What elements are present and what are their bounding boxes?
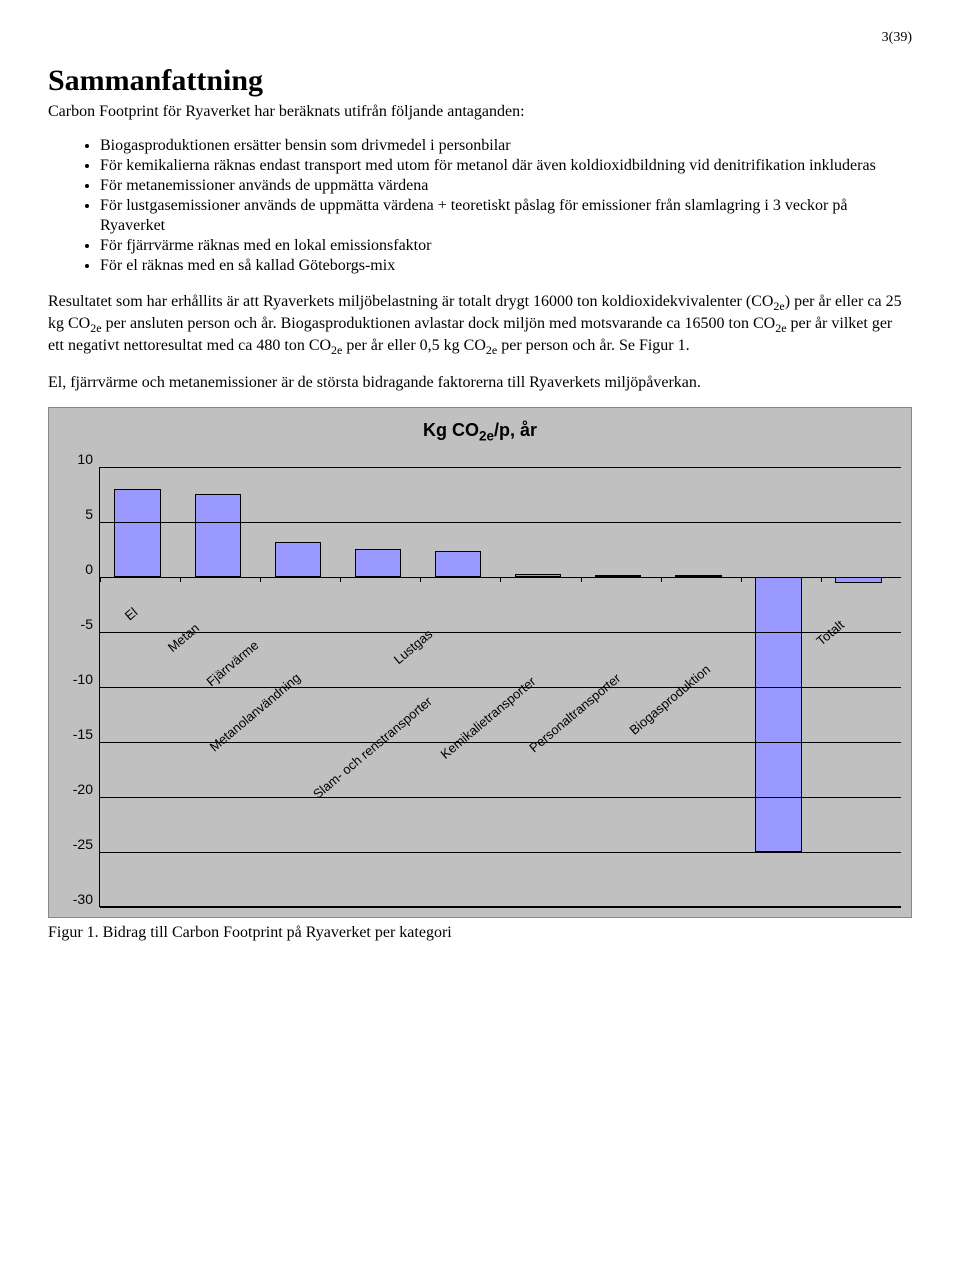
list-item: För el räknas med en så kallad Göteborgs… — [100, 256, 912, 276]
category-label: El — [122, 605, 140, 624]
grid-line — [100, 797, 901, 798]
chart-title: Kg CO2e/p, år — [59, 420, 901, 444]
result-paragraph-1: Resultatet som har erhållits är att Ryav… — [48, 292, 912, 359]
grid-line — [100, 687, 901, 688]
list-item: För metanemissioner används de uppmätta … — [100, 176, 912, 196]
bar — [275, 542, 321, 577]
chart-title-text: /p, år — [494, 420, 537, 440]
assumptions-list: Biogasproduktionen ersätter bensin som d… — [48, 136, 912, 276]
page-title: Sammanfattning — [48, 64, 912, 98]
text: per person och år. Se Figur 1. — [497, 337, 689, 354]
text: per år eller 0,5 kg CO — [342, 337, 486, 354]
plot-area: ElMetanFjärrvärmeMetanolanvändningLustga… — [99, 467, 901, 907]
list-item: För lustgasemissioner används de uppmätt… — [100, 196, 912, 236]
bar — [355, 549, 401, 578]
grid-line — [100, 852, 901, 853]
bar — [755, 577, 801, 852]
subscript: 2e — [90, 321, 101, 335]
plot-wrap: 1050-5-10-15-20-25-30 ElMetanFjärrvärmeM… — [59, 467, 901, 907]
figure-caption: Figur 1. Bidrag till Carbon Footprint på… — [48, 924, 912, 942]
subscript: 2e — [775, 321, 786, 335]
grid-line — [100, 907, 901, 908]
y-axis: 1050-5-10-15-20-25-30 — [59, 467, 99, 907]
grid-line — [100, 467, 901, 468]
bar — [195, 494, 241, 578]
list-item: För kemikalierna räknas endast transport… — [100, 156, 912, 176]
chart-container: Kg CO2e/p, år 1050-5-10-15-20-25-30 ElMe… — [48, 407, 912, 919]
bar — [435, 551, 481, 577]
text: Resultatet som har erhållits är att Ryav… — [48, 293, 773, 310]
list-item: Biogasproduktionen ersätter bensin som d… — [100, 136, 912, 156]
result-paragraph-2: El, fjärrvärme och metanemissioner är de… — [48, 373, 912, 393]
page-number: 3(39) — [48, 30, 912, 46]
chart-title-text: Kg CO — [423, 420, 479, 440]
list-item: För fjärrvärme räknas med en lokal emiss… — [100, 236, 912, 256]
text: per ansluten person och år. Biogasproduk… — [102, 315, 776, 332]
subscript: 2e — [479, 428, 494, 443]
zero-line — [100, 577, 901, 578]
grid-line — [100, 742, 901, 743]
category-tick — [100, 577, 101, 582]
bar — [114, 489, 160, 577]
subscript: 2e — [486, 344, 497, 358]
grid-line — [100, 632, 901, 633]
intro-text: Carbon Footprint för Ryaverket har beräk… — [48, 102, 912, 122]
grid-line — [100, 522, 901, 523]
subscript: 2e — [331, 344, 342, 358]
subscript: 2e — [773, 299, 784, 313]
